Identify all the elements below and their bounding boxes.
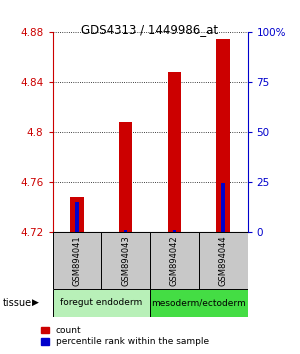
Text: mesoderm/ectoderm: mesoderm/ectoderm — [152, 298, 246, 307]
Bar — [168, 72, 181, 232]
Bar — [150, 289, 248, 317]
Text: GSM894042: GSM894042 — [170, 235, 179, 286]
Bar — [150, 232, 199, 289]
Text: tissue: tissue — [3, 298, 32, 308]
Legend: count, percentile rank within the sample: count, percentile rank within the sample — [40, 326, 209, 347]
Text: GSM894041: GSM894041 — [72, 235, 81, 286]
Bar — [101, 232, 150, 289]
Bar — [199, 232, 248, 289]
Bar — [119, 122, 133, 232]
Bar — [124, 230, 127, 232]
Text: ▶: ▶ — [32, 298, 39, 307]
Bar — [75, 202, 79, 232]
Bar — [216, 39, 230, 232]
Text: foregut endoderm: foregut endoderm — [60, 298, 142, 307]
Bar — [173, 230, 176, 232]
Bar — [52, 289, 150, 317]
Bar — [70, 197, 84, 232]
Bar — [221, 183, 225, 232]
Bar — [52, 232, 101, 289]
Text: GSM894043: GSM894043 — [121, 235, 130, 286]
Text: GDS4313 / 1449986_at: GDS4313 / 1449986_at — [81, 23, 219, 36]
Text: GSM894044: GSM894044 — [219, 235, 228, 286]
